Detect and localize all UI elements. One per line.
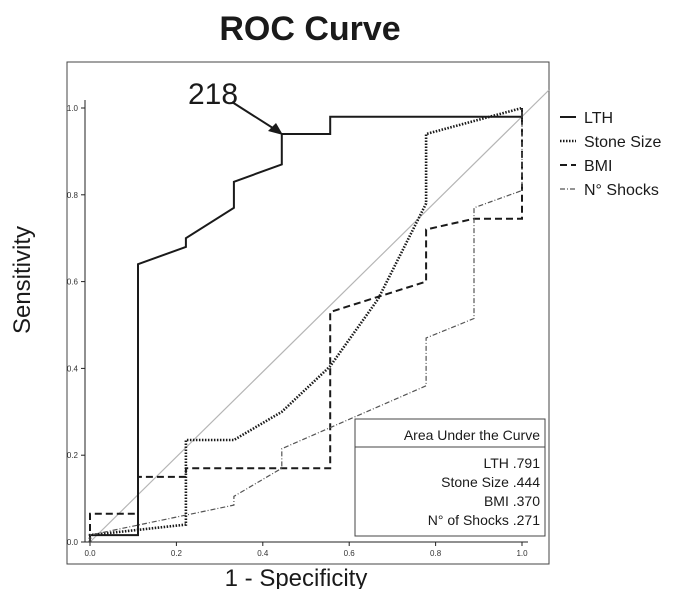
x-tick-label: 0.2 (171, 549, 183, 558)
series-stone-size-line (88, 106, 523, 542)
callout-arrow-line (231, 101, 277, 131)
legend-label-n-shocks: N° Shocks (584, 182, 659, 199)
series-n-shocks-line (89, 108, 523, 542)
y-tick-label: 0.0 (67, 538, 79, 547)
auc-row-lth: LTH .791 (483, 455, 540, 471)
x-tick-label: 0.8 (430, 549, 442, 558)
callout-arrow-head (268, 123, 283, 135)
x-axis-label: 1 - Specificity (225, 565, 368, 589)
callout-label: 218 (188, 78, 238, 111)
legend-label-bmi: BMI (584, 158, 612, 175)
plot-frame (66, 61, 550, 565)
y-tick-label: 0.2 (67, 451, 79, 460)
y-tick-label: 0.4 (67, 364, 79, 373)
diagonal-reference-line (89, 89, 550, 543)
legend-label-lth: LTH (584, 110, 613, 127)
auc-box: Area Under the Curve LTH .791 Stone Size… (354, 418, 546, 537)
chart-title: ROC Curve (219, 10, 400, 48)
auc-row-stone-size: Stone Size .444 (441, 474, 540, 490)
x-tick-label: 1.0 (516, 549, 528, 558)
y-axis-label: Sensitivity (9, 226, 36, 334)
ticks-layer: 0.0 0.2 0.4 0.6 0.8 1.0 0.0 0.2 0.4 0.6 0.8 1.0 (67, 104, 528, 558)
callout-218: 218 (188, 78, 283, 135)
x-tick-label: 0.0 (84, 549, 96, 558)
auc-row-bmi: BMI .370 (484, 493, 540, 509)
auc-box-title: Area Under the Curve (404, 427, 540, 443)
auc-box-frame (354, 418, 546, 537)
y-tick-label: 0.8 (67, 191, 79, 200)
x-tick-label: 0.6 (344, 549, 356, 558)
y-tick-label: 1.0 (67, 104, 79, 113)
legend-label-stone-size: Stone Size (584, 134, 661, 151)
legend: LTH Stone Size BMI N° Shocks (560, 110, 661, 199)
y-tick-label: 0.6 (67, 278, 79, 287)
auc-row-shocks: N° of Shocks .271 (428, 512, 540, 528)
x-tick-label: 0.4 (257, 549, 269, 558)
series-layer (88, 106, 523, 542)
